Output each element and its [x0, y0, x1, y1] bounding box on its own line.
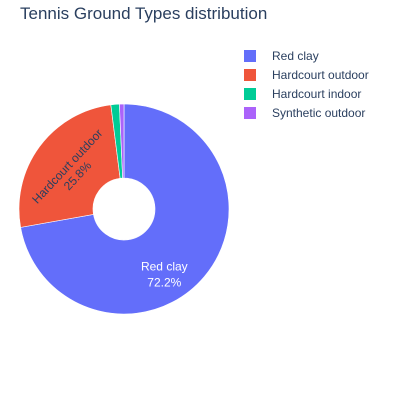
legend-swatch	[244, 68, 256, 81]
legend-item-hardcourt-outdoor[interactable]: Hardcourt outdoor	[244, 65, 369, 84]
slice-red-clay[interactable]	[20, 103, 230, 315]
slice-percent-red-clay: 72.2%	[147, 275, 181, 289]
legend-item-synthetic-outdoor[interactable]: Synthetic outdoor	[244, 103, 369, 122]
slice-label-red-clay: Red clay	[141, 259, 188, 273]
slice-synthetic-outdoor[interactable]	[119, 103, 125, 179]
chart-title: Tennis Ground Types distribution	[20, 4, 268, 23]
legend-swatch	[244, 87, 256, 100]
legend-label: Hardcourt indoor	[272, 86, 362, 101]
legend: Red clay Hardcourt outdoor Hardcourt ind…	[244, 46, 369, 122]
slice-hardcourt-outdoor[interactable]	[18, 104, 121, 228]
legend-label: Red clay	[272, 48, 319, 63]
legend-swatch	[244, 106, 256, 119]
legend-label: Synthetic outdoor	[272, 105, 366, 120]
legend-item-red-clay[interactable]: Red clay	[244, 46, 369, 65]
legend-swatch	[244, 49, 256, 62]
legend-label: Hardcourt outdoor	[272, 67, 369, 82]
legend-item-hardcourt-indoor[interactable]: Hardcourt indoor	[244, 84, 369, 103]
